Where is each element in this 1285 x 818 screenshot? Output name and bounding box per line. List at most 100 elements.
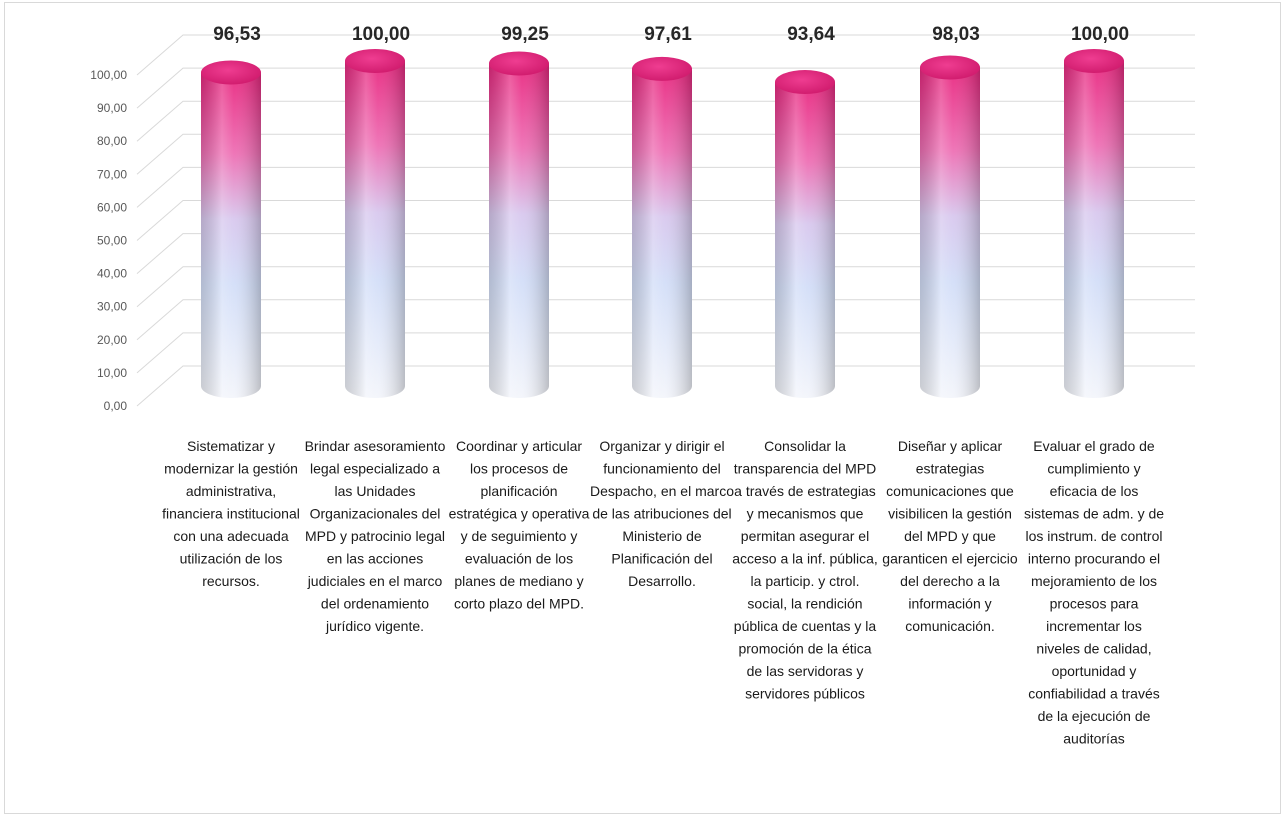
category-label-line: confiabilidad a través: [1028, 686, 1160, 702]
y-tick-label: 0,00: [104, 399, 128, 413]
category-label-line: de la ejecución de: [1038, 708, 1151, 724]
category-label-line: estrategias: [916, 461, 984, 477]
gridline: [136, 34, 1195, 76]
gridline: [136, 100, 1195, 142]
bar-6: [920, 55, 980, 398]
bar-cap: [345, 49, 405, 73]
bar-cap: [775, 70, 835, 95]
category-label-line: cumplimiento y: [1047, 461, 1140, 477]
category-labels: Sistematizar y modernizar la gestión admin…: [162, 438, 1164, 747]
category-label-line: en las acciones: [327, 551, 424, 567]
category-label-line: la particip. y ctrol.: [751, 573, 860, 589]
bar-4: [632, 56, 692, 399]
gridline: [136, 133, 1195, 175]
category-label-line: los procesos de: [470, 461, 568, 477]
category-label-line: Consolidar la: [764, 438, 846, 454]
category-label-line: interno procurando el: [1028, 551, 1160, 567]
category-label-line: del ordenamiento: [321, 596, 429, 612]
category-label-line: comunicación.: [905, 618, 995, 634]
category-label-line: comunicaciones que: [886, 483, 1014, 499]
category-label-line: jurídico vigente.: [325, 618, 424, 634]
value-label: 98,03: [932, 24, 980, 45]
value-label: 97,61: [644, 24, 692, 45]
category-label-line: Planificación del: [611, 551, 712, 567]
category-label-line: Organizacionales del: [310, 506, 441, 522]
bar-shading: [489, 63, 549, 399]
category-label: Coordinar y articular los procesos de plan…: [449, 438, 590, 612]
category-label-line: Organizar y dirigir el: [599, 438, 724, 454]
y-tick-label: 50,00: [97, 234, 127, 248]
category-label-line: promoción de la ética: [738, 641, 871, 657]
cylinder-bar-chart: 0,00 10,00 20,00 30,00 40,00 50,00 60,00 70,00 8…: [90, 24, 1195, 747]
value-label: 100,00: [352, 24, 410, 45]
bar-shading: [920, 67, 980, 398]
category-label-line: administrativa,: [186, 483, 276, 499]
category-label: Diseñar y aplicar estrategias comunicacion…: [882, 438, 1018, 634]
y-tick-label: 30,00: [97, 300, 127, 314]
value-label: 100,00: [1071, 24, 1129, 45]
category-label-line: garanticen el ejercicio: [882, 551, 1018, 567]
category-label-line: a través de estrategias: [734, 483, 876, 499]
category-label-line: permitan asegurar el: [741, 528, 869, 544]
bar-cap: [1064, 49, 1124, 73]
category-label: Evaluar el grado de cumplimiento y eficaci…: [1024, 438, 1164, 747]
y-tick-label: 80,00: [97, 134, 127, 148]
y-tick-label: 90,00: [97, 101, 127, 115]
category-label-line: eficacia de los: [1050, 483, 1139, 499]
category-label-line: del MPD y que: [904, 528, 996, 544]
bar-cap: [201, 60, 261, 85]
category-label-line: información y: [908, 596, 991, 612]
category-label-line: Coordinar y articular: [456, 438, 582, 454]
category-label-line: Desarrollo.: [628, 573, 696, 589]
y-tick-label: 40,00: [97, 267, 127, 281]
category-label-line: estratégica y operativa: [449, 506, 590, 522]
category-label-line: y de seguimiento y: [461, 528, 578, 544]
chart-frame: 0,00 10,00 20,00 30,00 40,00 50,00 60,00 70,00 8…: [4, 2, 1281, 814]
bar-cap: [920, 55, 980, 80]
category-label-line: con una adecuada: [173, 528, 288, 544]
category-label-line: social, la rendición: [747, 596, 862, 612]
category-label-line: sistemas de adm. y de: [1024, 506, 1164, 522]
category-label-line: Sistematizar y: [187, 438, 275, 454]
category-label-line: procesos para: [1050, 596, 1139, 612]
y-tick-label: 20,00: [97, 333, 127, 347]
category-label-line: transparencia del MPD: [734, 461, 876, 477]
category-label-line: Brindar asesoramiento: [305, 438, 446, 454]
category-label-line: oportunidad y: [1052, 663, 1137, 679]
category-label-line: financiera institucional: [162, 506, 300, 522]
category-label-line: modernizar la gestión: [164, 461, 298, 477]
category-label: Brindar asesoramiento legal especializado…: [305, 438, 446, 634]
value-label: 93,64: [787, 24, 835, 45]
category-label-line: recursos.: [202, 573, 260, 589]
bar-2: [345, 49, 405, 398]
category-label-line: incrementar los: [1046, 618, 1142, 634]
category-label-line: Despacho, en el marco: [590, 483, 734, 499]
category-label-line: evaluación de los: [465, 551, 573, 567]
gridline: [136, 299, 1195, 341]
gridline: [136, 266, 1195, 308]
bar-cap: [489, 51, 549, 76]
bars-layer: [201, 49, 1124, 399]
bar-shading: [201, 72, 261, 398]
gridline: [136, 332, 1195, 374]
category-label-line: Diseñar y aplicar: [898, 438, 1003, 454]
bar-shading: [345, 61, 405, 398]
category-label-line: y mecanismos que: [747, 506, 864, 522]
category-label-line: visibilicen la gestión: [888, 506, 1012, 522]
category-label-line: auditorías: [1063, 731, 1124, 747]
category-label-line: planes de mediano y: [454, 573, 583, 589]
category-label-line: utilización de los: [180, 551, 283, 567]
value-label: 99,25: [501, 24, 549, 45]
y-tick-label: 100,00: [90, 68, 127, 82]
gridline: [136, 166, 1195, 208]
bar-3: [489, 51, 549, 399]
category-label-line: pública de cuentas y la: [734, 618, 877, 634]
category-label-line: planificación: [480, 483, 557, 499]
category-label-line: funcionamiento del: [603, 461, 721, 477]
category-label-line: acceso a la inf. pública,: [732, 551, 878, 567]
bar-shading: [1064, 61, 1124, 398]
category-label-line: de las servidoras y: [747, 663, 864, 679]
category-label: Sistematizar y modernizar la gestión admin…: [162, 438, 300, 589]
category-label-line: de las atribuciones del: [592, 506, 731, 522]
bar-1: [201, 60, 261, 398]
